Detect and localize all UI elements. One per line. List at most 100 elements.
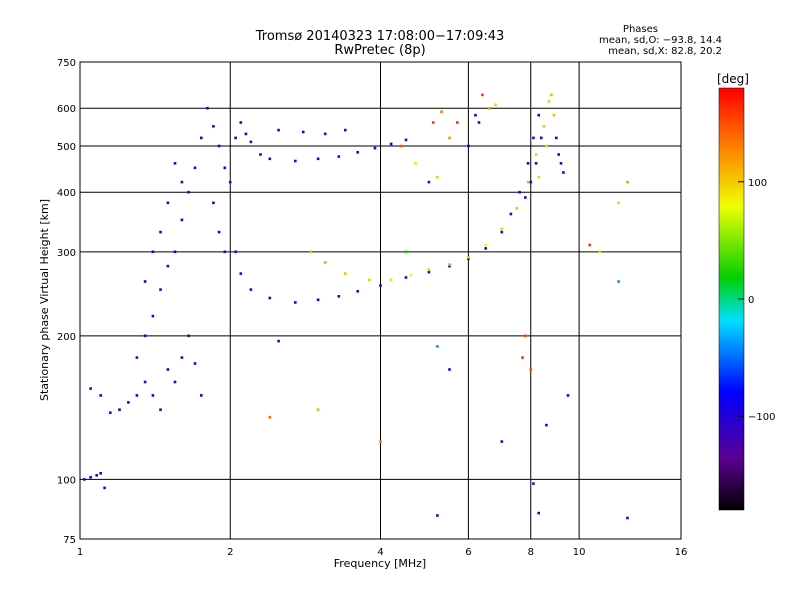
data-point-17 bbox=[187, 334, 190, 338]
data-point-76 bbox=[389, 278, 393, 282]
data-point-48 bbox=[379, 284, 382, 287]
data-point-28 bbox=[193, 166, 197, 170]
data-point-103 bbox=[474, 113, 477, 117]
data-point-40 bbox=[234, 250, 237, 254]
data-point-111 bbox=[467, 144, 470, 148]
data-point-128 bbox=[537, 511, 540, 515]
chart-title: Tromsø 20140323 17:08:00−17:09:43 bbox=[255, 29, 505, 44]
data-point-87 bbox=[550, 93, 553, 97]
data-point-68 bbox=[277, 128, 280, 132]
y-tick-label-2: 200 bbox=[57, 332, 76, 343]
data-point-105 bbox=[414, 162, 417, 165]
x-tick-label-4: 8 bbox=[528, 547, 534, 558]
data-point-24 bbox=[166, 264, 170, 268]
data-point-132 bbox=[545, 423, 548, 427]
data-point-107 bbox=[436, 175, 439, 179]
data-point-102 bbox=[494, 103, 497, 107]
data-point-41 bbox=[239, 272, 243, 275]
data-point-36 bbox=[239, 121, 243, 124]
data-point-94 bbox=[534, 162, 538, 165]
data-point-67 bbox=[404, 138, 408, 142]
data-point-122 bbox=[588, 243, 591, 247]
y-axis-ticks: 75 100 200 300 400 500 600 750 bbox=[57, 58, 76, 546]
data-point-11 bbox=[143, 380, 147, 384]
data-point-119 bbox=[268, 415, 272, 419]
data-point-142 bbox=[151, 250, 155, 254]
y-tick-label-4: 400 bbox=[57, 188, 76, 199]
data-point-89 bbox=[552, 113, 556, 117]
data-point-74 bbox=[344, 272, 347, 275]
data-point-92 bbox=[524, 196, 527, 199]
data-point-78 bbox=[427, 268, 431, 272]
data-point-6 bbox=[99, 394, 102, 397]
data-point-97 bbox=[557, 153, 560, 156]
data-point-58 bbox=[532, 136, 535, 140]
data-point-130 bbox=[626, 516, 629, 520]
data-points bbox=[83, 93, 629, 520]
colorbar-tick-label-1: 0 bbox=[748, 295, 754, 306]
y-tick-label-5: 500 bbox=[57, 142, 76, 153]
y-tick-label-3: 300 bbox=[57, 248, 76, 259]
data-point-118 bbox=[379, 440, 382, 443]
stats-title: Phases bbox=[623, 24, 658, 35]
data-point-0 bbox=[83, 478, 86, 481]
data-point-84 bbox=[526, 180, 530, 184]
colorbar-ticks: 100 0 −100 bbox=[738, 178, 775, 423]
y-tick-label-7: 750 bbox=[57, 58, 76, 69]
data-point-66 bbox=[389, 142, 393, 146]
data-point-34 bbox=[228, 180, 232, 184]
colorbar-label: [deg] bbox=[717, 72, 749, 86]
data-point-117 bbox=[448, 368, 451, 371]
data-point-2 bbox=[95, 474, 98, 477]
data-point-124 bbox=[617, 280, 620, 283]
data-point-56 bbox=[518, 190, 521, 194]
data-point-133 bbox=[404, 250, 408, 254]
data-point-22 bbox=[151, 314, 155, 318]
data-point-49 bbox=[404, 276, 408, 279]
data-point-38 bbox=[249, 140, 253, 144]
data-point-29 bbox=[200, 136, 203, 140]
data-point-134 bbox=[399, 144, 403, 148]
data-point-30 bbox=[206, 106, 209, 110]
data-point-51 bbox=[448, 264, 451, 268]
data-point-43 bbox=[268, 296, 272, 300]
data-point-35 bbox=[234, 136, 237, 140]
data-point-31 bbox=[212, 125, 215, 128]
colorbar-tick-label-2: −100 bbox=[748, 412, 775, 423]
data-point-136 bbox=[166, 201, 170, 205]
data-point-140 bbox=[217, 230, 221, 234]
data-point-25 bbox=[173, 250, 177, 254]
data-point-57 bbox=[526, 162, 530, 165]
data-point-88 bbox=[547, 100, 551, 103]
data-point-20 bbox=[135, 356, 139, 359]
x-tick-label-3: 6 bbox=[465, 547, 471, 558]
data-point-64 bbox=[356, 151, 359, 154]
data-point-137 bbox=[180, 180, 184, 184]
x-tick-label-0: 1 bbox=[77, 547, 83, 558]
data-point-45 bbox=[316, 298, 320, 302]
data-point-33 bbox=[223, 166, 227, 170]
data-point-60 bbox=[268, 157, 272, 161]
data-point-46 bbox=[337, 295, 341, 298]
data-point-104 bbox=[477, 121, 481, 124]
stats-line-x: mean, sd,X: 82.8, 20.2 bbox=[608, 46, 722, 57]
data-point-50 bbox=[427, 270, 431, 274]
data-point-82 bbox=[500, 227, 504, 231]
data-point-125 bbox=[626, 180, 629, 184]
grid bbox=[80, 62, 681, 539]
data-point-114 bbox=[521, 356, 524, 359]
data-point-85 bbox=[534, 153, 538, 156]
data-point-52 bbox=[467, 257, 470, 261]
data-point-69 bbox=[301, 130, 305, 134]
data-point-62 bbox=[316, 157, 320, 161]
data-point-116 bbox=[436, 345, 439, 348]
chart-subtitle: RwPretec (8p) bbox=[334, 43, 425, 58]
data-point-7 bbox=[109, 411, 112, 414]
data-point-99 bbox=[562, 171, 565, 174]
data-point-73 bbox=[323, 261, 327, 264]
x-tick-label-2: 4 bbox=[377, 547, 383, 558]
data-point-115 bbox=[529, 368, 533, 371]
data-point-131 bbox=[566, 394, 570, 397]
x-tick-label-6: 16 bbox=[675, 547, 688, 558]
